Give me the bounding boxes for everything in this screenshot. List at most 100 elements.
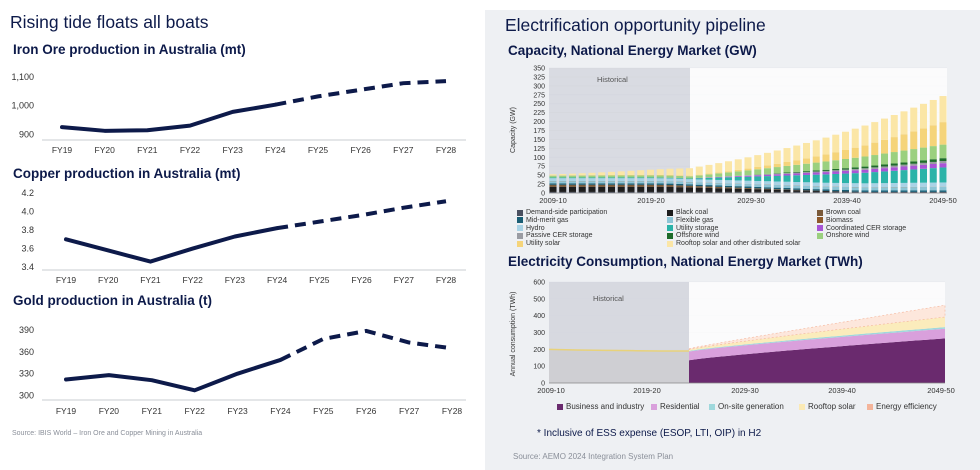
capacity-bar-segment — [744, 191, 752, 193]
capacity-legend-item: Demand-side participation — [517, 209, 607, 216]
capacity-bar-segment — [715, 173, 723, 177]
x-tick-label: 2009-10 — [539, 196, 567, 205]
consumption-legend-item: On-site generation — [709, 402, 784, 411]
capacity-legend-item: Offshore wind — [667, 232, 719, 239]
capacity-bar-segment — [910, 169, 918, 183]
capacity-bar-segment — [695, 182, 703, 185]
capacity-bar-segment — [549, 183, 557, 185]
right-panel: Electrification opportunity pipeline Cap… — [485, 10, 980, 470]
capacity-bar-segment — [646, 184, 655, 187]
capacity-bar-segment — [734, 180, 742, 184]
consumption-legend-item: Energy efficiency — [867, 402, 937, 411]
capacity-bar-segment — [617, 184, 625, 187]
capacity-bar-segment — [734, 176, 742, 181]
y-tick-label: 3.4 — [21, 262, 34, 272]
capacity-bar-segment — [724, 185, 733, 188]
capacity-bar-segment — [734, 176, 742, 177]
capacity-bar-segment — [656, 184, 664, 187]
capacity-bar-segment — [832, 170, 840, 172]
capacity-bar-segment — [695, 166, 703, 175]
capacity-bar-segment — [871, 190, 879, 192]
capacity-bar-segment — [724, 176, 733, 178]
capacity-bar-segment — [695, 191, 703, 193]
capacity-bar-segment — [910, 187, 918, 191]
capacity-chart-title: Capacity, National Energy Market (GW) — [508, 43, 757, 58]
capacity-bar-segment — [773, 191, 781, 193]
capacity-bar-segment — [695, 187, 703, 192]
capacity-bar-segment — [783, 165, 791, 173]
capacity-bar-segment — [910, 163, 918, 166]
capacity-bar-segment — [715, 179, 723, 183]
historical-label: Historical — [593, 294, 624, 303]
capacity-bar-segment — [646, 186, 655, 192]
capacity-bar-segment — [734, 169, 742, 172]
capacity-bar-segment — [578, 177, 586, 179]
capacity-bar-segment — [861, 190, 869, 192]
capacity-bar-segment — [568, 186, 577, 192]
capacity-bar-segment — [627, 175, 635, 178]
capacity-bar-segment — [773, 189, 781, 190]
rooftop-solar-area — [689, 317, 945, 351]
capacity-bar-segment — [773, 181, 781, 185]
capacity-bar-segment — [724, 172, 733, 177]
capacity-bar-segment — [578, 191, 586, 193]
residential-area — [689, 328, 945, 361]
capacity-bar-segment — [568, 178, 577, 182]
capacity-bar-segment — [822, 154, 830, 162]
capacity-bar-segment — [880, 168, 889, 172]
capacity-bar-segment — [841, 191, 850, 193]
capacity-bar-segment — [929, 159, 937, 162]
capacity-bar-segment — [939, 190, 947, 192]
capacity-bar-segment — [861, 125, 869, 146]
x-tick-label: FY26 — [351, 275, 372, 285]
capacity-bar-segment — [832, 168, 840, 171]
capacity-bar-segment — [666, 168, 674, 176]
legend-swatch — [667, 225, 673, 232]
capacity-bar-segment — [549, 175, 557, 178]
y-tick-label: 300 — [19, 390, 34, 400]
capacity-bar-segment — [549, 178, 557, 182]
capacity-bar-segment — [910, 182, 918, 187]
legend-swatch — [667, 232, 673, 239]
capacity-bar-segment — [793, 171, 801, 173]
capacity-bar-segment — [695, 174, 703, 176]
capacity-bar-segment — [549, 177, 557, 179]
y-tick-label: 75 — [537, 164, 545, 171]
capacity-bar-segment — [919, 162, 928, 165]
gold-chart-title: Gold production in Australia (t) — [13, 293, 212, 308]
capacity-bar-segment — [637, 191, 645, 193]
capacity-bar-segment — [929, 191, 937, 193]
capacity-bar-segment — [559, 178, 567, 182]
capacity-bar-segment — [637, 177, 645, 179]
capacity-bar-segment — [939, 182, 947, 187]
capacity-bar-segment — [715, 172, 723, 174]
capacity-bar-segment — [832, 160, 840, 169]
capacity-bar-segment — [763, 184, 772, 188]
capacity-bar-segment — [588, 186, 596, 192]
y-tick-label: 3.8 — [21, 225, 34, 235]
y-tick-label: 600 — [533, 280, 545, 287]
legend-label: Black coal — [676, 209, 708, 216]
y-tick-label: 250 — [533, 101, 545, 108]
capacity-bar-segment — [919, 164, 928, 169]
capacity-bar-segment — [783, 188, 791, 190]
capacity-bar-segment — [783, 189, 791, 192]
y-tick-label: 900 — [19, 129, 34, 139]
copper-chart-title: Copper production in Australia (mt) — [13, 166, 241, 181]
capacity-bar-segment — [832, 189, 840, 192]
legend-swatch — [517, 209, 523, 216]
capacity-bar-segment — [890, 191, 898, 193]
capacity-bar-segment — [929, 99, 937, 126]
x-tick-label: FY27 — [394, 275, 415, 285]
capacity-bar-segment — [929, 182, 937, 187]
capacity-bar-segment — [754, 169, 762, 175]
capacity-bar-segment — [871, 187, 879, 191]
capacity-bar-segment — [861, 168, 869, 170]
capacity-bar-segment — [559, 183, 567, 185]
capacity-bar-segment — [929, 186, 937, 191]
capacity-bar-segment — [676, 183, 684, 186]
legend-label: Coordinated CER storage — [826, 224, 907, 232]
x-tick-label: FY22 — [185, 406, 206, 416]
capacity-bar-segment — [841, 168, 850, 170]
iron-ore-chart-title: Iron Ore production in Australia (mt) — [13, 42, 246, 57]
